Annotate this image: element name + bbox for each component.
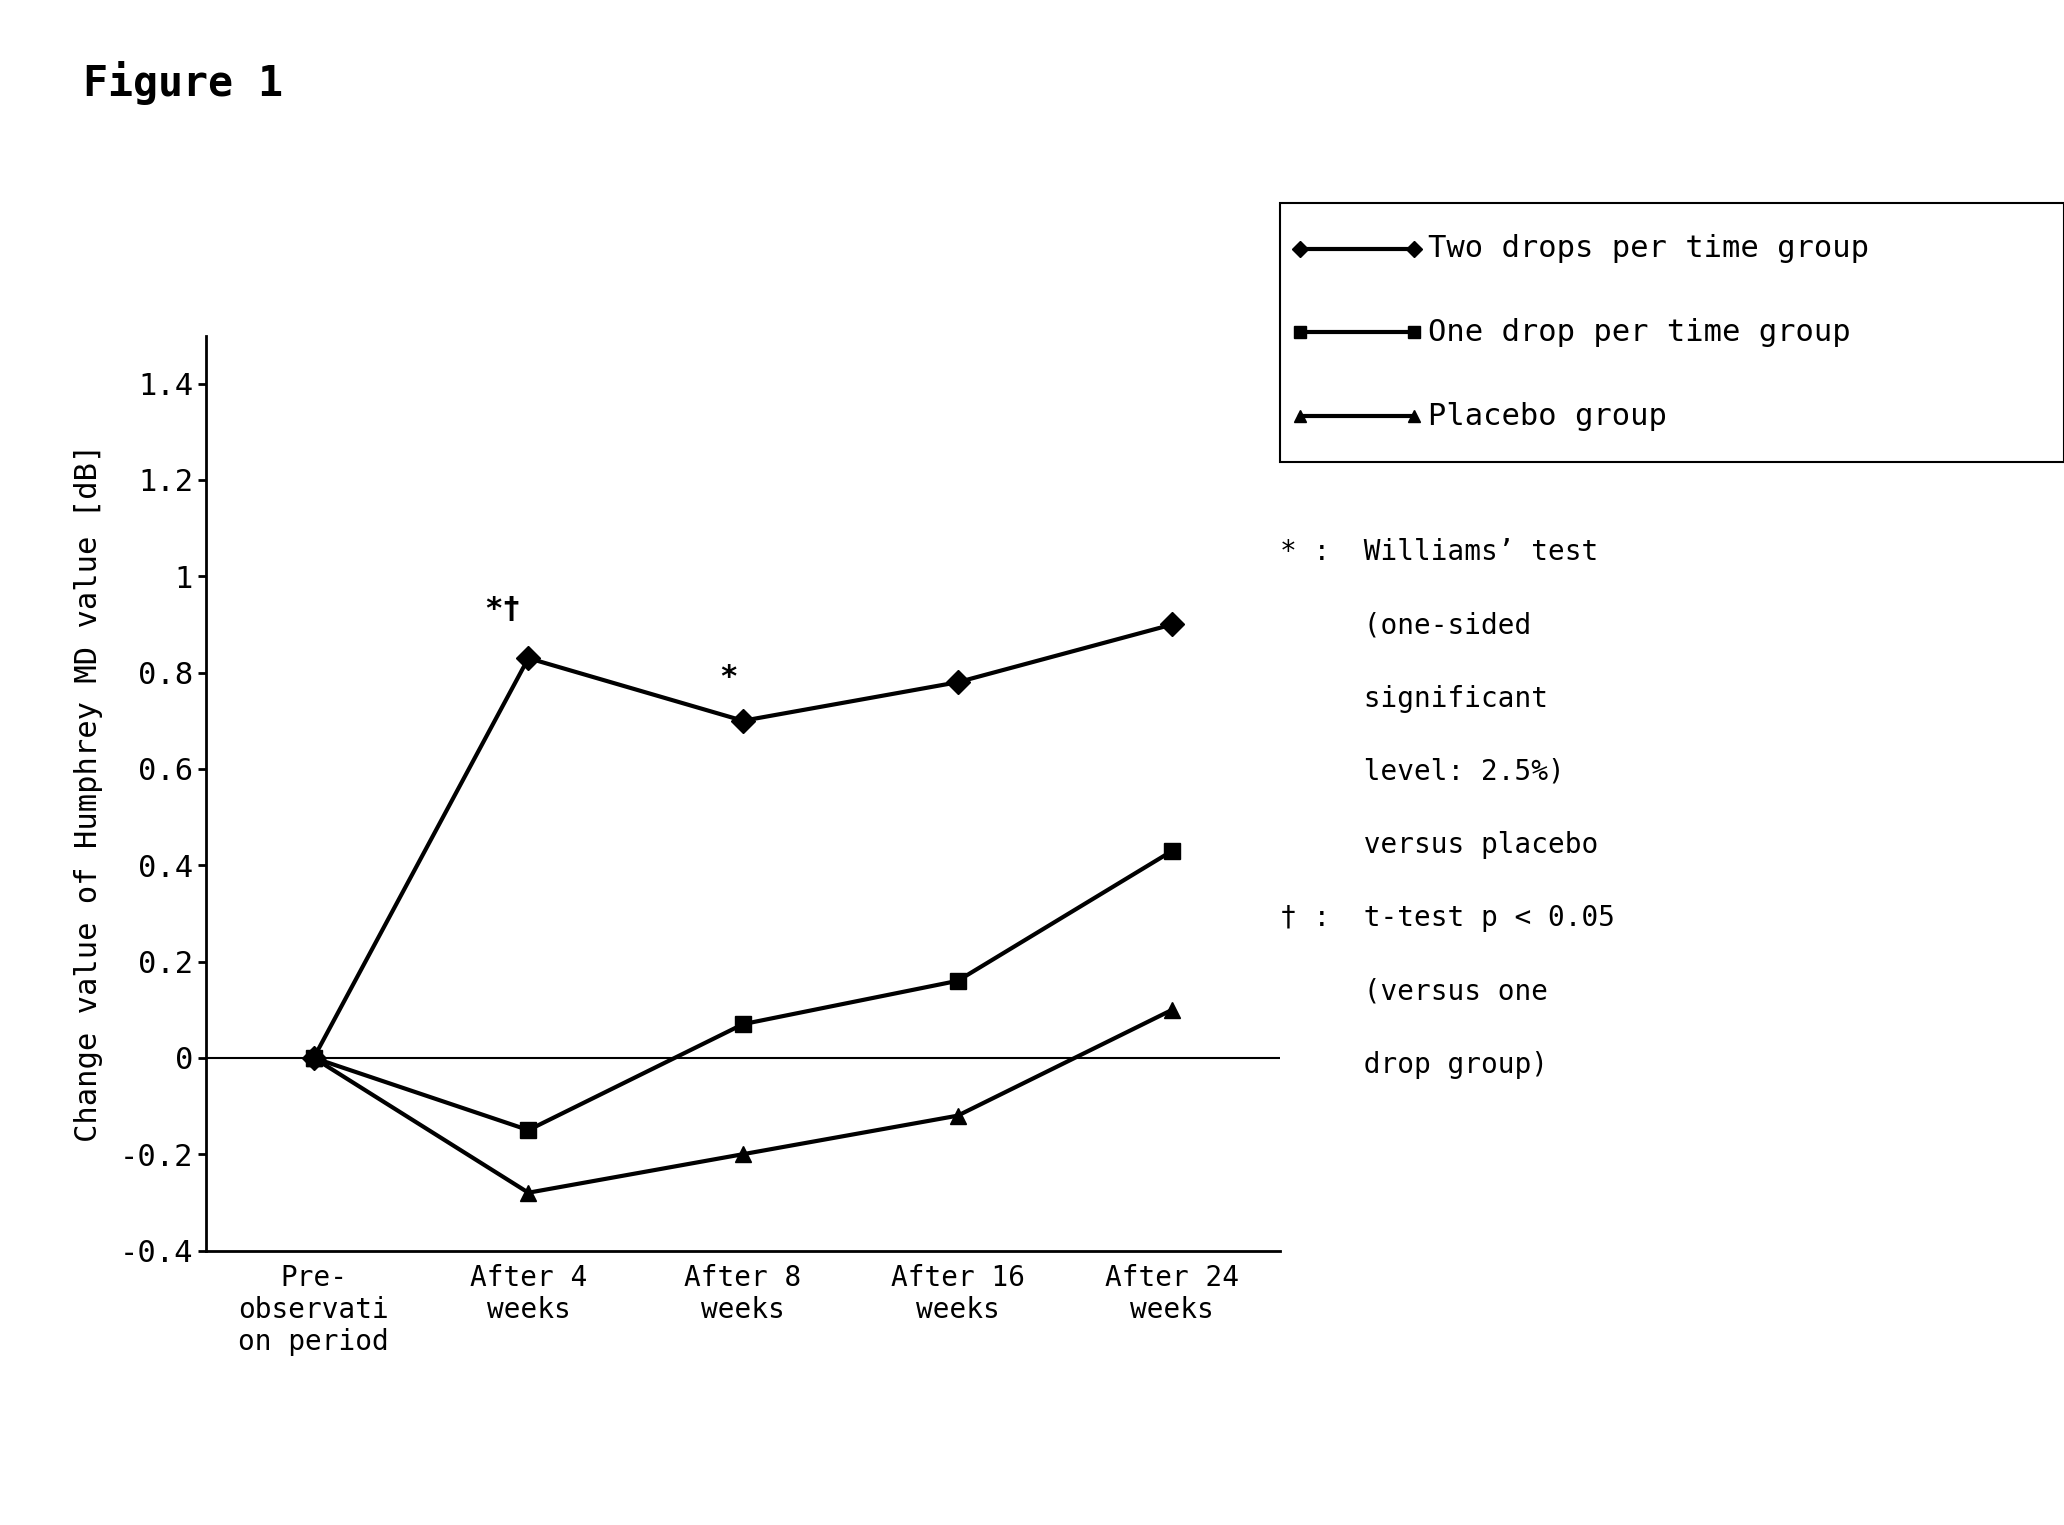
Line: Two drops per time group: Two drops per time group	[305, 616, 1181, 1066]
Text: Two drops per time group: Two drops per time group	[1428, 233, 1870, 264]
Two drops per time group	[516, 650, 541, 668]
Text: *: *	[718, 663, 737, 692]
Text: versus placebo: versus placebo	[1280, 831, 1598, 859]
Two drops per time group	[945, 673, 970, 691]
One drop per time group	[301, 1049, 326, 1067]
Y-axis label: Change value of Humphrey MD value [dB]: Change value of Humphrey MD value [dB]	[74, 444, 103, 1142]
Text: Placebo group: Placebo group	[1428, 401, 1668, 432]
Two drops per time group	[301, 1049, 326, 1067]
Placebo group	[945, 1107, 970, 1125]
Text: level: 2.5%): level: 2.5%)	[1280, 758, 1565, 785]
Placebo group	[516, 1183, 541, 1202]
Line: Placebo group: Placebo group	[305, 1002, 1181, 1202]
Text: drop group): drop group)	[1280, 1051, 1548, 1078]
Placebo group	[731, 1145, 755, 1164]
Text: Figure 1: Figure 1	[83, 61, 283, 105]
One drop per time group	[945, 971, 970, 990]
Line: One drop per time group: One drop per time group	[305, 842, 1181, 1139]
One drop per time group	[1160, 842, 1185, 860]
Two drops per time group	[1160, 615, 1185, 633]
Placebo group	[1160, 1000, 1185, 1019]
One drop per time group	[516, 1121, 541, 1139]
Text: *†: *†	[485, 595, 520, 624]
Text: One drop per time group: One drop per time group	[1428, 317, 1851, 348]
Text: significant: significant	[1280, 685, 1548, 712]
Text: (versus one: (versus one	[1280, 978, 1548, 1005]
Two drops per time group	[731, 712, 755, 730]
Placebo group	[301, 1049, 326, 1067]
Text: (one-sided: (one-sided	[1280, 612, 1531, 639]
Text: * :  Williams’ test: * : Williams’ test	[1280, 538, 1598, 566]
One drop per time group	[731, 1016, 755, 1034]
Text: † :  t-test p < 0.05: † : t-test p < 0.05	[1280, 904, 1614, 932]
